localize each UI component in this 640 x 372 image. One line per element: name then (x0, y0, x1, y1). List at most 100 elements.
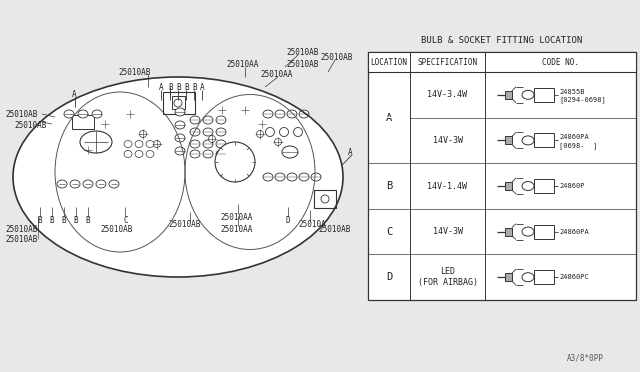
Ellipse shape (135, 151, 143, 157)
Ellipse shape (109, 180, 119, 188)
Ellipse shape (57, 180, 67, 188)
Text: 14V-1.4W: 14V-1.4W (428, 182, 467, 190)
Text: 25010AB: 25010AB (318, 224, 350, 234)
Text: 14V-3W: 14V-3W (433, 136, 463, 145)
Text: 25010AB: 25010AB (286, 60, 318, 68)
Ellipse shape (146, 151, 154, 157)
Bar (534, 270, 554, 284)
Ellipse shape (124, 141, 132, 148)
Text: 25010A: 25010A (298, 219, 326, 228)
Text: 25010AA: 25010AA (220, 224, 252, 234)
Text: B: B (37, 215, 42, 224)
Text: B: B (85, 215, 90, 224)
Text: 24860PA: 24860PA (559, 134, 589, 140)
Text: A: A (200, 83, 205, 92)
Bar (172, 96, 185, 109)
Text: B: B (61, 215, 66, 224)
Ellipse shape (190, 140, 200, 148)
Circle shape (321, 195, 329, 203)
Bar (505, 228, 512, 235)
Ellipse shape (124, 151, 132, 157)
Circle shape (525, 274, 531, 280)
Text: 25010AB: 25010AB (5, 109, 37, 119)
Text: 25010AA: 25010AA (260, 70, 292, 78)
Circle shape (209, 135, 216, 142)
Text: 25010AB: 25010AB (14, 121, 46, 129)
Text: 25010AA: 25010AA (226, 60, 259, 68)
Ellipse shape (13, 77, 343, 277)
Ellipse shape (190, 116, 200, 124)
Text: SPECIFICATION: SPECIFICATION (417, 58, 477, 67)
Text: 25010AB: 25010AB (118, 67, 150, 77)
Bar (505, 273, 512, 281)
Ellipse shape (275, 110, 285, 118)
Ellipse shape (92, 110, 102, 118)
Ellipse shape (83, 180, 93, 188)
Text: B: B (184, 83, 189, 92)
Ellipse shape (299, 110, 309, 118)
Text: BULB & SOCKET FITTING LOCATION: BULB & SOCKET FITTING LOCATION (421, 35, 582, 45)
Circle shape (215, 142, 255, 182)
Ellipse shape (522, 273, 534, 282)
Bar (534, 225, 554, 238)
Ellipse shape (203, 128, 213, 136)
Text: C: C (123, 215, 127, 224)
Bar (163, 92, 195, 114)
Bar (368, 52, 636, 72)
Ellipse shape (263, 110, 273, 118)
Ellipse shape (522, 136, 534, 145)
Text: LOCATION: LOCATION (371, 58, 408, 67)
Ellipse shape (299, 173, 309, 181)
Ellipse shape (78, 110, 88, 118)
Ellipse shape (203, 116, 213, 124)
Circle shape (525, 92, 531, 98)
Text: A: A (72, 90, 77, 99)
Text: B: B (168, 83, 173, 92)
Ellipse shape (263, 173, 273, 181)
Text: 25010AB: 25010AB (286, 48, 318, 57)
Ellipse shape (64, 110, 74, 118)
Circle shape (294, 128, 303, 137)
Circle shape (154, 141, 161, 148)
Ellipse shape (522, 227, 534, 236)
Circle shape (140, 131, 147, 138)
Circle shape (280, 128, 289, 137)
Text: B: B (176, 83, 180, 92)
Bar (534, 179, 554, 193)
Ellipse shape (190, 128, 200, 136)
Text: 24860PC: 24860PC (559, 274, 589, 280)
Ellipse shape (70, 180, 80, 188)
Ellipse shape (216, 150, 226, 158)
Bar (314, 190, 336, 208)
Text: 25010AB: 25010AB (168, 219, 200, 228)
Ellipse shape (311, 173, 321, 181)
Circle shape (525, 229, 531, 235)
Ellipse shape (190, 150, 200, 158)
Bar (534, 88, 554, 102)
Circle shape (257, 131, 264, 138)
Text: B: B (49, 215, 54, 224)
Bar (72, 115, 94, 129)
Ellipse shape (275, 173, 285, 181)
Text: 24855B: 24855B (559, 89, 584, 95)
Ellipse shape (146, 141, 154, 148)
Text: LED
(FOR AIRBAG): LED (FOR AIRBAG) (417, 267, 477, 287)
Ellipse shape (282, 146, 298, 158)
Ellipse shape (175, 121, 185, 129)
Text: 25010AA: 25010AA (220, 212, 252, 221)
Ellipse shape (203, 150, 213, 158)
Text: [0698-  ]: [0698- ] (559, 142, 597, 149)
Text: B: B (386, 181, 392, 191)
Text: C: C (386, 227, 392, 237)
Text: 25010AB: 25010AB (5, 234, 37, 244)
Text: CODE NO.: CODE NO. (542, 58, 579, 67)
Ellipse shape (175, 108, 185, 116)
Text: A: A (386, 113, 392, 123)
Text: 25010AB: 25010AB (100, 224, 132, 234)
Text: A: A (159, 83, 164, 92)
Ellipse shape (135, 141, 143, 148)
Circle shape (266, 128, 275, 137)
Text: 24860P: 24860P (559, 183, 584, 189)
Ellipse shape (216, 116, 226, 124)
Ellipse shape (175, 134, 185, 142)
